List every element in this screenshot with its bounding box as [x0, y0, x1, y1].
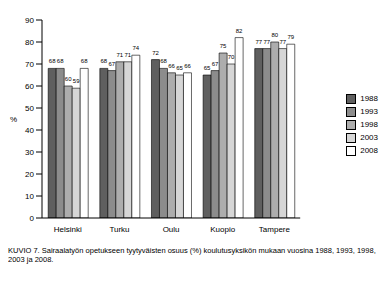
- svg-text:66: 66: [184, 63, 191, 69]
- svg-text:79: 79: [287, 34, 294, 40]
- svg-text:68: 68: [81, 58, 88, 64]
- svg-text:68: 68: [49, 58, 56, 64]
- svg-text:80: 80: [25, 38, 34, 47]
- svg-text:Tampere: Tampere: [259, 225, 291, 234]
- svg-text:80: 80: [271, 32, 278, 38]
- svg-text:82: 82: [236, 28, 243, 34]
- svg-text:70: 70: [228, 54, 235, 60]
- svg-text:68: 68: [57, 58, 64, 64]
- svg-text:68: 68: [100, 58, 107, 64]
- html-text:1993: 1993: [360, 107, 378, 116]
- svg-text:68: 68: [160, 58, 167, 64]
- svg-text:66: 66: [168, 63, 175, 69]
- svg-text:Oulu: Oulu: [163, 225, 180, 234]
- svg-text:60: 60: [65, 76, 72, 82]
- svg-text:20: 20: [25, 170, 34, 179]
- svg-text:75: 75: [220, 43, 227, 49]
- svg-text:72: 72: [152, 50, 159, 56]
- html-text:1988: 1988: [360, 94, 378, 103]
- svg-text:77: 77: [263, 39, 270, 45]
- svg-text:Helsinki: Helsinki: [54, 225, 82, 234]
- svg-text:40: 40: [25, 126, 34, 135]
- svg-text:%: %: [10, 115, 17, 124]
- svg-text:77: 77: [279, 39, 286, 45]
- svg-text:65: 65: [204, 65, 211, 71]
- svg-text:0: 0: [30, 214, 35, 223]
- svg-text:67: 67: [108, 61, 115, 67]
- html-text:1998: 1998: [360, 120, 378, 129]
- svg-text:50: 50: [25, 104, 34, 113]
- html-text:2003: 2003: [360, 133, 378, 142]
- svg-text:70: 70: [25, 60, 34, 69]
- svg-text:60: 60: [25, 82, 34, 91]
- svg-text:71: 71: [116, 52, 123, 58]
- svg-text:Kuopio: Kuopio: [210, 225, 235, 234]
- svg-text:Turku: Turku: [109, 225, 129, 234]
- svg-text:65: 65: [176, 65, 183, 71]
- svg-text:90: 90: [25, 16, 34, 25]
- svg-text:59: 59: [73, 78, 80, 84]
- svg-text:10: 10: [25, 192, 34, 201]
- svg-text:71: 71: [124, 52, 131, 58]
- svg-text:30: 30: [25, 148, 34, 157]
- svg-text:74: 74: [132, 45, 139, 51]
- html-text:KUVIO 7. Sairaalatyön opetukse: KUVIO 7. Sairaalatyön opetukseen tyytyvä…: [8, 246, 376, 264]
- svg-text:77: 77: [255, 39, 262, 45]
- html-text:2008: 2008: [360, 146, 378, 155]
- svg-text:67: 67: [212, 61, 219, 67]
